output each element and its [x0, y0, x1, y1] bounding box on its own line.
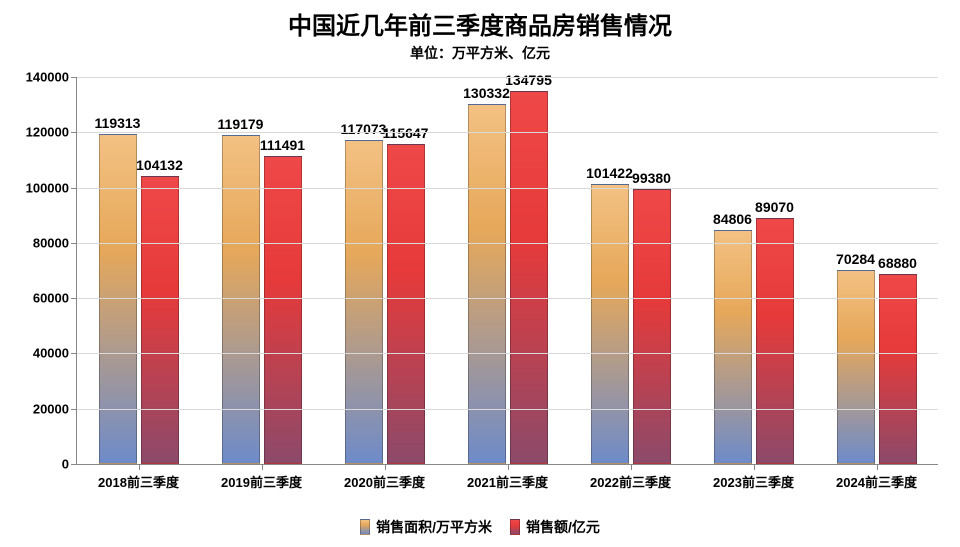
bar-group: 1191791114912019前三季度	[200, 77, 323, 464]
bar-sales: 89070	[756, 218, 794, 464]
bar-value-label: 119313	[95, 115, 141, 131]
bar-value-label: 130332	[463, 85, 510, 101]
title-block: 中国近几年前三季度商品房销售情况 单位：万平方米、亿元	[0, 0, 960, 63]
y-axis-label: 20000	[33, 401, 69, 416]
x-axis-label: 2020前三季度	[344, 472, 425, 491]
bar-sales: 68880	[879, 274, 917, 464]
x-axis-label: 2024前三季度	[836, 472, 917, 491]
bar-sales: 99380	[633, 189, 671, 464]
legend-item-area: 销售面积/万平方米	[360, 517, 492, 537]
y-axis-label: 140000	[26, 70, 69, 85]
x-axis-label: 2022前三季度	[590, 472, 671, 491]
plot: 1193131041322018前三季度1191791114912019前三季度…	[76, 77, 938, 465]
bar-sales: 111491	[264, 156, 302, 464]
x-tick	[754, 464, 755, 470]
bar-area: 117073	[345, 140, 383, 464]
x-axis-label: 2018前三季度	[98, 472, 179, 491]
plot-area: 1193131041322018前三季度1191791114912019前三季度…	[16, 71, 938, 511]
bar-value-label: 117073	[341, 121, 387, 137]
y-tick	[71, 77, 77, 78]
x-axis-label: 2023前三季度	[713, 472, 794, 491]
gridline	[77, 132, 938, 133]
y-tick	[71, 298, 77, 299]
chart-subtitle: 单位：万平方米、亿元	[0, 43, 960, 63]
bar-group: 84806890702023前三季度	[692, 77, 815, 464]
bar-group: 101422993802022前三季度	[569, 77, 692, 464]
x-tick	[139, 464, 140, 470]
x-tick	[385, 464, 386, 470]
x-tick	[262, 464, 263, 470]
y-axis-label: 100000	[26, 180, 69, 195]
gridline	[77, 188, 938, 189]
chart-title: 中国近几年前三季度商品房销售情况	[0, 6, 960, 41]
bar-sales: 104132	[141, 176, 179, 464]
x-tick	[508, 464, 509, 470]
bar-value-label: 68880	[878, 255, 917, 271]
bar-value-label: 89070	[755, 199, 794, 215]
chart-container: 中国近几年前三季度商品房销售情况 单位：万平方米、亿元 119313 104132…	[0, 0, 960, 547]
bar-groups: 1193131041322018前三季度1191791114912019前三季度…	[77, 77, 938, 464]
bar-value-label: 119179	[218, 116, 264, 132]
y-tick	[71, 243, 77, 244]
y-axis-label: 40000	[33, 346, 69, 361]
bar-group: 1303321347952021前三季度	[446, 77, 569, 464]
bar-group: 70284688802024前三季度	[815, 77, 938, 464]
legend-swatch-sales	[510, 519, 520, 535]
bar-area: 101422	[591, 184, 629, 464]
bar-group: 1170731156472020前三季度	[323, 77, 446, 464]
y-tick	[71, 188, 77, 189]
bar-value-label: 70284	[836, 251, 875, 267]
x-tick	[631, 464, 632, 470]
bar-value-label: 111491	[260, 137, 305, 153]
bar-value-label: 134795	[505, 72, 552, 88]
y-tick	[71, 409, 77, 410]
bar-value-label: 101422	[586, 165, 633, 181]
bar-area: 130332	[468, 104, 506, 464]
legend: 销售面积/万平方米 销售额/亿元	[0, 511, 960, 547]
y-tick	[71, 132, 77, 133]
gridline	[77, 243, 938, 244]
y-axis-label: 80000	[33, 235, 69, 250]
bar-value-label: 104132	[136, 157, 183, 173]
x-axis-label: 2021前三季度	[467, 472, 548, 491]
legend-swatch-area	[360, 519, 370, 535]
y-axis-label: 0	[62, 457, 69, 472]
y-tick	[71, 464, 77, 465]
bar-value-label: 115647	[383, 125, 429, 141]
legend-label-area: 销售面积/万平方米	[376, 517, 492, 537]
bar-value-label: 99380	[632, 170, 671, 186]
bar-area: 84806	[714, 230, 752, 464]
gridline	[77, 77, 938, 78]
bar-group: 1193131041322018前三季度	[77, 77, 200, 464]
y-axis-label: 60000	[33, 291, 69, 306]
gridline	[77, 353, 938, 354]
x-tick	[877, 464, 878, 470]
y-tick	[71, 353, 77, 354]
bar-value-label: 84806	[713, 211, 752, 227]
gridline	[77, 409, 938, 410]
legend-item-sales: 销售额/亿元	[510, 517, 600, 537]
bar-area: 119179	[222, 135, 260, 464]
x-axis-label: 2019前三季度	[221, 472, 302, 491]
bar-sales: 115647	[387, 144, 425, 464]
y-axis-label: 120000	[26, 125, 69, 140]
gridline	[77, 298, 938, 299]
legend-label-sales: 销售额/亿元	[526, 517, 600, 537]
